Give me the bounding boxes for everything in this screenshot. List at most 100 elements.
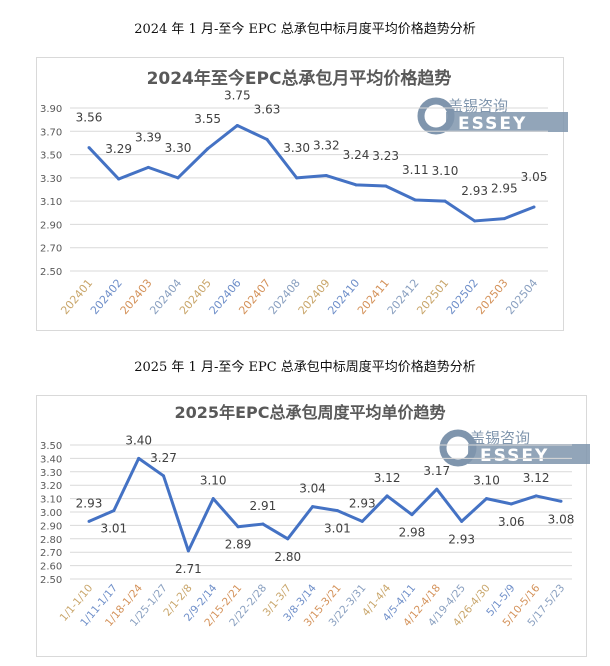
data-point: [335, 509, 339, 513]
data-label: 2.93: [448, 532, 475, 546]
chart-title: 2024年至今EPC总承包月平均价格趋势: [147, 68, 452, 89]
y-tick-label: 2.50: [40, 575, 62, 586]
data-label: 3.04: [299, 482, 326, 496]
chart-title: 2025年EPC总承包周度平均单价趋势: [175, 403, 446, 422]
y-tick-label: 2.70: [40, 244, 62, 255]
data-point: [146, 165, 150, 169]
weekly-chart-frame: [36, 395, 587, 657]
y-tick-label: 2.80: [40, 535, 62, 546]
data-label: 2.93: [349, 496, 376, 510]
y-tick-label: 3.50: [40, 441, 62, 452]
data-point: [502, 217, 506, 221]
data-point: [385, 494, 389, 498]
logo-en: ESSEY: [480, 446, 549, 466]
data-label: 3.12: [374, 471, 401, 485]
data-label: 2.91: [250, 499, 277, 513]
data-label: 3.27: [150, 451, 177, 465]
data-point: [534, 494, 538, 498]
data-point: [235, 123, 239, 127]
y-tick-label: 2.70: [40, 548, 62, 559]
logo-cn: 盖锡咨询: [470, 429, 530, 447]
data-point: [460, 519, 464, 523]
data-label: 3.10: [473, 474, 500, 488]
price-line: [88, 456, 562, 553]
data-point: [473, 219, 477, 223]
data-label: 3.12: [523, 471, 550, 485]
data-point: [87, 146, 91, 150]
data-point: [410, 513, 414, 517]
data-point: [236, 525, 240, 529]
data-point: [87, 519, 91, 523]
y-tick-label: 3.10: [40, 495, 62, 506]
data-label: 3.30: [283, 141, 310, 155]
data-label: 2.98: [399, 526, 426, 540]
data-label: 3.06: [498, 515, 525, 529]
data-label: 3.05: [521, 170, 548, 184]
data-label: 3.11: [402, 163, 429, 177]
price-line: [87, 123, 535, 223]
data-label: 3.32: [313, 139, 340, 153]
y-tick-label: 3.10: [40, 197, 62, 208]
data-point: [311, 505, 315, 509]
data-point: [137, 456, 141, 460]
data-point: [295, 176, 299, 180]
data-point: [261, 522, 265, 526]
data-point: [117, 177, 121, 181]
data-label: 3.10: [432, 164, 459, 178]
data-point: [176, 176, 180, 180]
data-label: 2.80: [274, 550, 301, 564]
data-point: [559, 499, 563, 503]
monthly-heading: 2024 年 1 月-至今 EPC 总承包中标月度平均价格趋势分析: [134, 22, 476, 37]
data-label: 3.17: [423, 464, 450, 478]
data-point: [509, 502, 513, 506]
data-point: [435, 487, 439, 491]
data-label: 2.95: [491, 182, 518, 196]
monthly-chart-frame: [36, 57, 564, 331]
data-point: [186, 549, 190, 553]
weekly-heading: 2025 年 1 月-至今 EPC 总承包中标周度平均价格趋势分析: [134, 360, 476, 375]
data-label: 3.40: [125, 433, 152, 447]
data-label: 3.10: [200, 474, 227, 488]
data-label: 3.23: [372, 149, 399, 163]
y-tick-label: 3.90: [40, 104, 62, 115]
y-tick-label: 3.70: [40, 127, 62, 138]
data-point: [162, 474, 166, 478]
data-label: 3.30: [165, 141, 192, 155]
data-label: 2.89: [225, 538, 252, 552]
data-point: [384, 184, 388, 188]
data-label: 3.39: [135, 130, 162, 144]
y-tick-label: 2.90: [40, 220, 62, 231]
data-point: [112, 509, 116, 513]
y-tick-label: 3.30: [40, 174, 62, 185]
data-point: [484, 497, 488, 501]
data-point: [443, 199, 447, 203]
data-point: [354, 183, 358, 187]
data-label: 3.63: [254, 102, 281, 116]
y-tick-label: 3.40: [40, 454, 62, 465]
y-tick-label: 2.50: [40, 267, 62, 278]
y-tick-label: 2.90: [40, 521, 62, 532]
data-point: [286, 537, 290, 541]
logo-band: [446, 112, 568, 132]
data-point: [413, 198, 417, 202]
data-label: 3.29: [105, 142, 132, 156]
y-tick-label: 3.20: [40, 481, 62, 492]
data-point: [360, 519, 364, 523]
logo-cn: 盖锡咨询: [448, 97, 508, 115]
y-tick-label: 3.00: [40, 508, 62, 519]
data-point: [265, 137, 269, 141]
x-tick-label: 202504: [503, 277, 540, 318]
data-label: 3.75: [224, 88, 251, 102]
data-label: 3.55: [194, 112, 221, 126]
data-label: 2.93: [76, 496, 103, 510]
data-point: [211, 497, 215, 501]
data-point: [532, 205, 536, 209]
data-label: 3.08: [548, 512, 575, 526]
data-label: 3.01: [324, 522, 351, 536]
logo-g-icon: [439, 429, 477, 467]
data-label: 2.93: [461, 184, 488, 198]
logo-band: [468, 444, 590, 464]
data-point: [324, 174, 328, 178]
data-point: [206, 147, 210, 151]
